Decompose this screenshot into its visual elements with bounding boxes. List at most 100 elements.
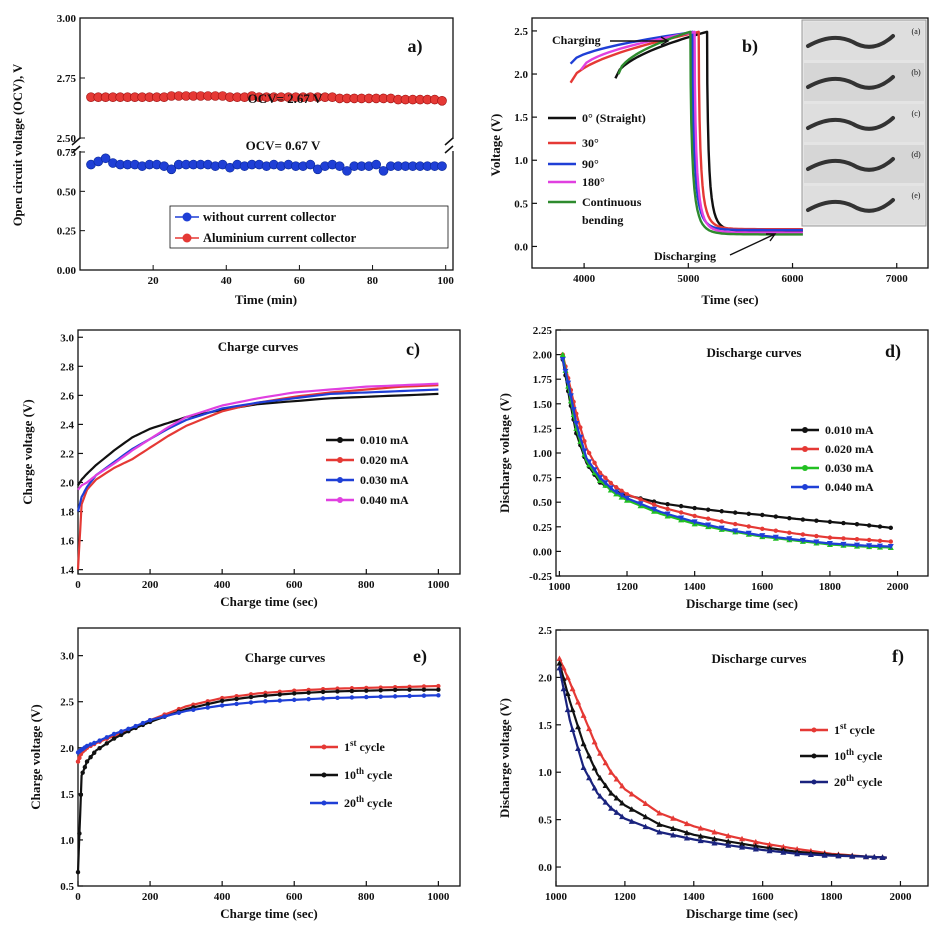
panel-d-point (841, 536, 846, 541)
panel-e-point (277, 692, 283, 697)
panel-f-legend-marker (811, 753, 817, 759)
panel-f-point (871, 853, 878, 860)
panel-e-title: Charge curves (245, 650, 326, 665)
panel-f-point (556, 655, 563, 661)
panel-d-point (613, 485, 619, 490)
panel-c-xtick-label: 400 (214, 579, 231, 591)
panel-f-xtick-label: 2000 (889, 891, 912, 903)
panel-d-point (853, 542, 860, 549)
panel-a-point-blue (100, 153, 111, 164)
panel-f-point (619, 799, 626, 806)
panel-d-point (582, 438, 587, 444)
panel-f-point (591, 765, 598, 771)
panel-b-ytick-label: 2.0 (514, 69, 528, 81)
panel-a-point-blue (371, 159, 382, 170)
panel-f-point (642, 823, 649, 830)
panel-e-legend-label: 1st cycle (344, 738, 385, 754)
panel-e-point (219, 698, 225, 703)
panel-f-point (752, 846, 759, 852)
panel-f-point (575, 745, 582, 752)
panel-a-ytick-label: 0.50 (57, 186, 77, 198)
panel-f-point (608, 805, 615, 811)
panel-f-point (697, 825, 704, 831)
panel-f-point (628, 806, 635, 812)
panel-c-xlabel: Charge time (sec) (220, 594, 317, 609)
panel-b-xtick-label: 6000 (782, 273, 805, 285)
panel-c-xtick-label: 600 (286, 579, 303, 591)
panel-d-point (876, 543, 883, 550)
panel-d-point (705, 507, 711, 512)
panel-d-point (799, 537, 806, 544)
panel-e-point (77, 755, 82, 761)
panel-c-ytick-label: 1.4 (60, 565, 74, 577)
panel-b-photo-strip (806, 116, 895, 131)
panel-e-frame (77, 627, 461, 887)
panel-f-ytick-label: 1.0 (538, 767, 552, 779)
panel-b-ytick-label: 1.0 (514, 155, 528, 167)
panel-e-ylabel: Charge voltage (V) (28, 704, 43, 809)
panel-f-legend-marker (811, 779, 817, 785)
panel-b-photo-label: (c) (912, 109, 921, 118)
panel-e-ytick-label: 2.5 (60, 697, 74, 709)
panel-d-point (618, 492, 625, 499)
panel-e-point (335, 695, 340, 701)
panel-b-photo-strip (806, 157, 895, 172)
panel-a-ytick-label: 3.00 (57, 13, 77, 25)
panel-e-point (364, 694, 369, 700)
panel-f-point (591, 784, 598, 791)
panel-e-point (191, 707, 196, 713)
panel-f-point (619, 782, 626, 789)
panel-d-point (559, 357, 566, 363)
panel-e-point (234, 696, 239, 702)
panel-d-series-line (561, 354, 891, 543)
panel-d-point (888, 525, 893, 530)
panel-c-ytick-label: 2.0 (60, 478, 74, 490)
panel-f-point (752, 838, 759, 845)
panel-e-ytick-label: 1.5 (60, 789, 74, 801)
panel-c-ytick-label: 2.8 (60, 361, 74, 373)
panel-f-point (780, 843, 787, 850)
panel-e-point (126, 726, 131, 732)
panel-f-point (725, 838, 732, 844)
panel-c-ylabel: Charge voltage (V) (20, 399, 35, 504)
panel-e-point (219, 703, 225, 708)
panel-f-ytick-label: 1.5 (538, 720, 552, 732)
panel-d-point (565, 380, 572, 387)
panel-c-label: c) (406, 339, 420, 360)
panel-c-frame (77, 329, 461, 575)
panel-e-point (92, 750, 97, 755)
panel-d-title: Discharge curves (707, 345, 802, 360)
panel-f-point (670, 831, 677, 838)
panel-d-legend-label: 0.030 mA (825, 461, 874, 475)
panel-d-point (559, 351, 566, 358)
panel-a-ytick-label: 2.75 (57, 73, 77, 85)
panel-f-xtick-label: 1600 (752, 891, 775, 903)
panel-d-point (596, 475, 603, 481)
panel-c-series-line (77, 382, 439, 491)
panel-e-point (436, 693, 441, 698)
panel-d-ytick-label: 0.25 (533, 522, 553, 534)
panel-d-point (597, 470, 603, 475)
panel-f-point (560, 685, 567, 692)
panel-e-point (88, 742, 93, 747)
panel-e-point (104, 735, 110, 740)
panel-a-ytick-label: 0.00 (57, 265, 77, 277)
panel-d-xtick-label: 1400 (684, 581, 707, 593)
panel-c-legend-marker (337, 457, 343, 463)
panel-d-point (733, 510, 738, 515)
panel-f-point (602, 799, 609, 805)
panel-a-xtick-label: 40 (221, 275, 233, 287)
panel-f-point (766, 841, 773, 847)
panel-b-legend-2-label: 90° (582, 157, 599, 171)
panel-d-point (718, 525, 725, 532)
panel-e-point (407, 687, 412, 692)
panel-d-point (607, 485, 614, 491)
panel-d-point (814, 533, 819, 539)
panel-d-point (760, 512, 765, 518)
panel-f-point (602, 782, 609, 788)
panel-f-xtick-label: 1000 (545, 891, 568, 903)
panel-c-xtick-label: 800 (358, 579, 375, 591)
panel-d-ytick-label: 0.50 (533, 497, 553, 509)
panel-d-point (888, 539, 893, 544)
panel-b-photo-label: (b) (911, 68, 921, 77)
